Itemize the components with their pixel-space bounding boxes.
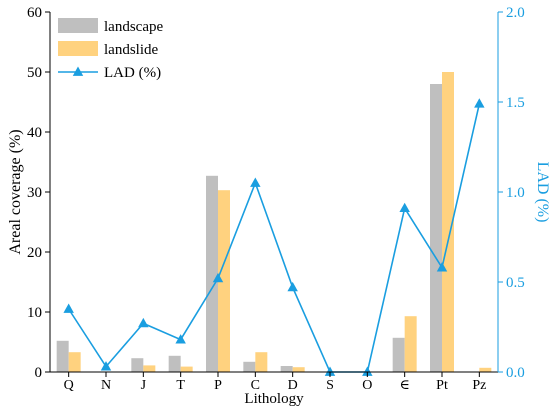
y2-tick-label-2.0: 2.0 <box>506 5 525 21</box>
x-tick-label-C: C <box>251 378 260 393</box>
y-tick-label-30: 30 <box>27 185 42 201</box>
x-tick-label-N: N <box>101 378 111 393</box>
right-axis-ticks: 0.0 0.5 1.0 1.5 2.0 <box>498 5 525 381</box>
bar-landscape-∈ <box>392 337 405 372</box>
bar-landscape-J <box>131 358 144 372</box>
x-tick-label-∈: ∈ <box>399 378 409 393</box>
bars-layer <box>56 72 492 372</box>
bar-landslide-∈ <box>404 316 417 372</box>
bar-landscape-P <box>206 175 218 372</box>
legend-swatch-lad-marker <box>72 66 84 76</box>
x-axis-ticks: Q N J T P C D S O ∈ Pt Pz <box>64 372 486 393</box>
legend-swatch-landscape <box>58 18 98 33</box>
y-tick-label-50: 50 <box>27 65 42 81</box>
bar-landslide-D <box>292 367 305 372</box>
lad-point-∈ <box>399 202 410 213</box>
bar-landslide-Pt <box>442 72 454 372</box>
bar-landslide-C <box>255 352 268 372</box>
lad-point-Pz <box>474 98 485 108</box>
y-tick-label-20: 20 <box>27 245 42 261</box>
left-axis-ticks: 0 10 20 30 40 50 60 <box>27 5 50 381</box>
bar-landscape-C <box>243 361 256 372</box>
lad-point-T <box>175 334 186 344</box>
x-tick-label-J: J <box>141 378 147 393</box>
x-tick-label-Q: Q <box>64 378 74 393</box>
y-tick-label-40: 40 <box>27 125 42 141</box>
bar-landslide-P <box>218 190 230 372</box>
lad-point-Q <box>63 303 74 313</box>
lad-point-P <box>212 272 224 283</box>
x-tick-label-S: S <box>326 378 334 393</box>
y2-tick-label-1.5: 1.5 <box>506 95 525 111</box>
lad-line <box>67 103 481 373</box>
y-tick-label-60: 60 <box>27 5 42 21</box>
lad-point-C <box>250 177 261 187</box>
lad-point-N <box>100 361 112 371</box>
bar-landscape-Q <box>56 340 69 372</box>
x-tick-label-Pz: Pz <box>472 378 486 393</box>
x-axis-label: Lithology <box>244 391 304 407</box>
lad-point-S <box>324 366 336 376</box>
lad-point-J <box>138 317 149 328</box>
lad-line-layer <box>63 98 485 376</box>
bar-landslide-J <box>143 365 156 372</box>
y2-axis-label: LAD (%) <box>534 162 550 223</box>
bar-landscape-Pt <box>430 84 442 372</box>
y2-tick-label-0.0: 0.0 <box>506 365 525 381</box>
bar-landscape-T <box>168 355 181 372</box>
legend-swatch-landslide <box>58 41 98 56</box>
bar-landslide-Q <box>68 352 81 372</box>
y2-tick-label-0.5: 0.5 <box>506 275 525 291</box>
y-axis-label: Areal coverage (%) <box>7 129 24 254</box>
legend: landscape landslide LAD (%) <box>58 18 163 81</box>
x-tick-label-D: D <box>288 378 298 393</box>
lad-point-Pt <box>436 262 448 272</box>
legend-label-landslide: landslide <box>104 42 158 58</box>
legend-label-lad: LAD (%) <box>104 65 161 81</box>
x-tick-label-O: O <box>362 378 372 393</box>
x-tick-label-Pt: Pt <box>436 378 448 393</box>
y-tick-label-10: 10 <box>27 305 42 321</box>
legend-label-landscape: landscape <box>104 19 163 35</box>
y2-tick-label-1.0: 1.0 <box>506 185 525 201</box>
lad-point-O <box>362 366 373 376</box>
y-tick-label-0: 0 <box>35 365 43 381</box>
lad-point-D <box>287 281 298 292</box>
bar-landslide-Pz <box>479 367 492 372</box>
bar-landslide-T <box>180 366 193 372</box>
x-tick-label-T: T <box>176 378 185 393</box>
x-tick-label-P: P <box>214 378 222 393</box>
bar-landscape-D <box>280 366 293 372</box>
